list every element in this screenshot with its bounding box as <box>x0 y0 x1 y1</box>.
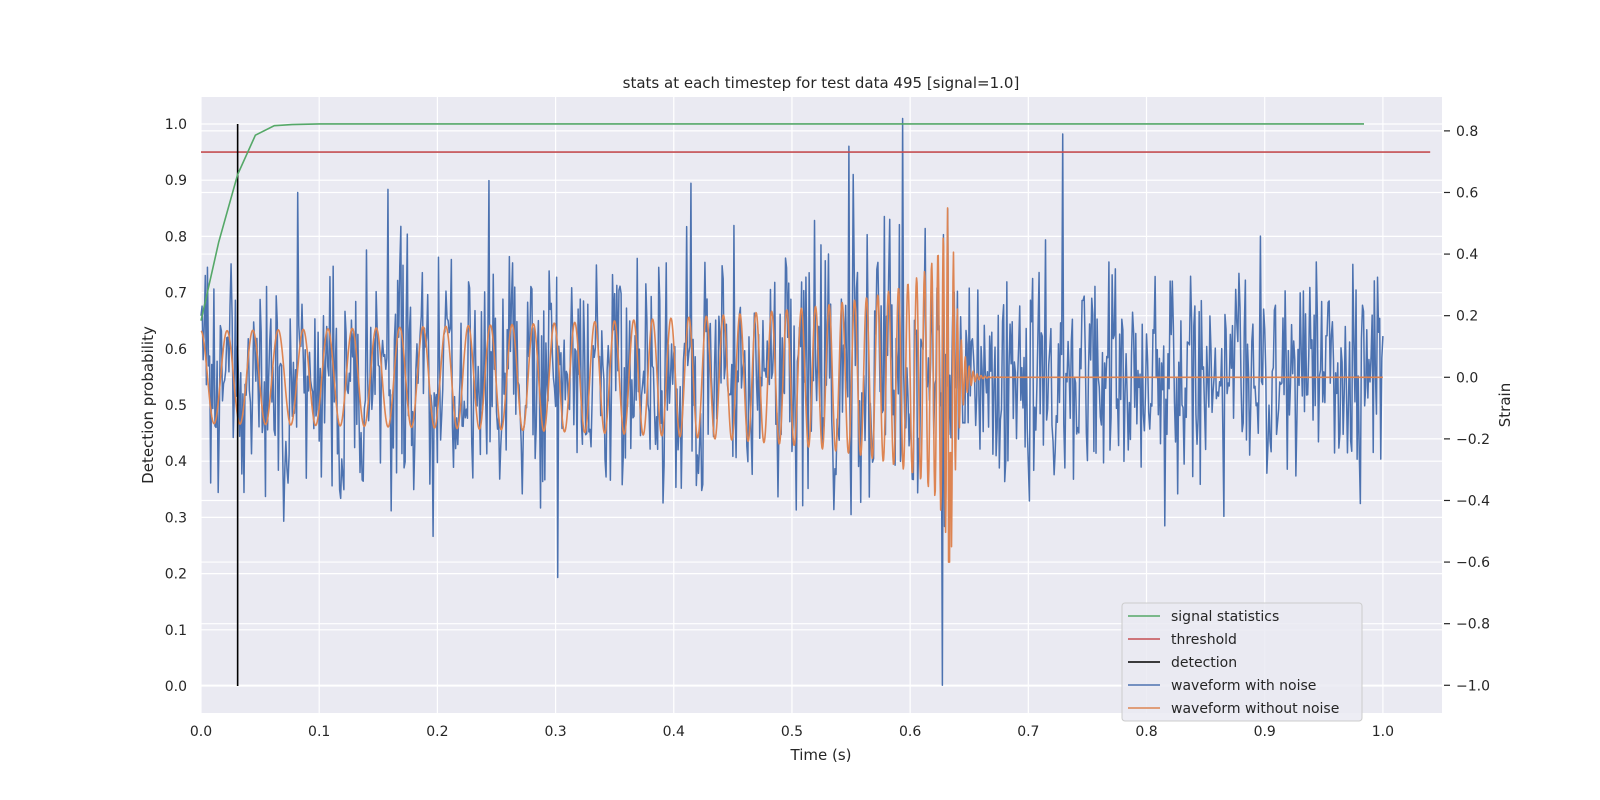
y-tick-label-right: −1.0 <box>1456 678 1490 694</box>
y-tick-label-right: 0.4 <box>1456 247 1478 263</box>
x-tick-label: 0.6 <box>899 724 921 740</box>
y-tick-label-right: 0.6 <box>1456 185 1478 201</box>
x-axis-label: Time (s) <box>790 746 852 764</box>
y-axis-label-right: Strain <box>1496 383 1514 427</box>
y-tick-label-right: 0.2 <box>1456 309 1478 325</box>
legend-label-waveform-without-noise: waveform without noise <box>1171 701 1339 717</box>
y-tick-label-left: 0.4 <box>165 454 187 470</box>
legend-box <box>1121 602 1363 722</box>
x-tick-label: 0.5 <box>781 724 803 740</box>
y-tick-label-right: 0.8 <box>1456 124 1478 140</box>
y-tick-label-right: −0.6 <box>1456 555 1490 571</box>
series-waveform-with-noise <box>200 117 1384 687</box>
x-tick-label: 0.3 <box>544 724 566 740</box>
y-tick-label-right: 0.0 <box>1456 370 1478 386</box>
x-tick-label: 0.8 <box>1135 724 1157 740</box>
y-tick-label-left: 0.0 <box>165 679 187 695</box>
y-tick-label-left: 0.9 <box>165 173 187 189</box>
y-tick-label-right: −0.4 <box>1456 493 1490 509</box>
legend: signal statistics threshold detection wa… <box>1121 602 1363 722</box>
y-tick-label-left: 0.3 <box>165 510 187 526</box>
x-tick-label: 0.7 <box>1017 724 1039 740</box>
ticks: 0.0 0.1 0.2 0.3 0.4 0.5 0.6 0.7 0.8 0.9 1.0 0.0 0.1 0… <box>165 117 1490 740</box>
series-waveform-without-noise <box>200 207 1384 563</box>
series-layer <box>200 117 1431 687</box>
x-tick-label: 0.9 <box>1254 724 1276 740</box>
legend-label-waveform-with-noise: waveform with noise <box>1171 678 1316 694</box>
x-tick-label: 0.2 <box>426 724 448 740</box>
x-tick-label: 0.1 <box>308 724 330 740</box>
x-tick-label: 1.0 <box>1372 724 1394 740</box>
series-signal-statistics <box>200 123 1364 321</box>
y-tick-label-left: 0.8 <box>165 229 187 245</box>
chart-title: stats at each timestep for test data 495… <box>623 74 1020 92</box>
x-tick-label: 0.0 <box>190 724 212 740</box>
y-axis-label-left: Detection probability <box>139 326 157 484</box>
x-tick-label: 0.4 <box>663 724 685 740</box>
y-tick-label-left: 0.5 <box>165 398 187 414</box>
legend-label-threshold: threshold <box>1171 632 1237 648</box>
y-tick-label-left: 0.1 <box>165 623 187 639</box>
y-tick-label-left: 0.7 <box>165 286 187 302</box>
legend-label-signal-statistics: signal statistics <box>1171 609 1279 625</box>
legend-label-detection: detection <box>1171 655 1237 671</box>
y-tick-label-right: −0.2 <box>1456 432 1490 448</box>
y-tick-label-left: 1.0 <box>165 117 187 133</box>
y-tick-label-left: 0.2 <box>165 567 187 583</box>
y-tick-label-left: 0.6 <box>165 342 187 358</box>
y-tick-label-right: −0.8 <box>1456 617 1490 633</box>
